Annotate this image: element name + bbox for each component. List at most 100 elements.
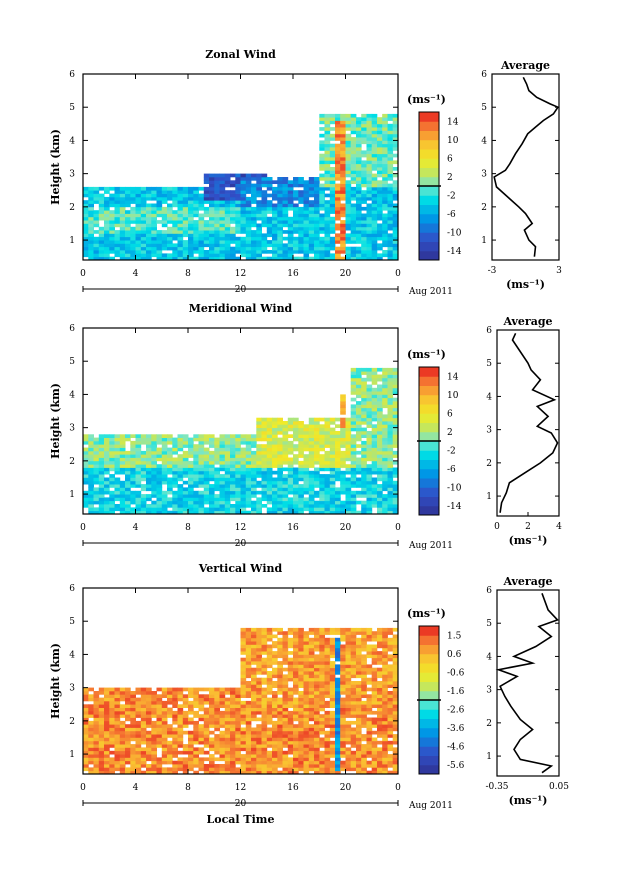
heatmap-cell: [303, 440, 310, 445]
heatmap-cell: [366, 504, 373, 508]
heatmap-cell: [308, 437, 315, 442]
heatmap-cell: [193, 240, 199, 244]
heatmap-cell: [251, 454, 257, 458]
heatmap-cell: [366, 167, 373, 171]
heatmap-cell: [240, 177, 247, 181]
heatmap-cell: [240, 651, 247, 655]
heatmap-cell: [109, 497, 115, 502]
heatmap-cell: [387, 256, 394, 261]
heatmap-cell: [350, 253, 357, 258]
heatmap-cell: [266, 477, 273, 482]
heatmap-cell: [387, 391, 394, 395]
heatmap-cell: [371, 186, 378, 191]
heatmap-cell: [382, 213, 388, 218]
heatmap-cell: [340, 667, 346, 672]
heatmap-cell: [287, 657, 294, 662]
heatmap-cell: [350, 434, 357, 438]
heatmap-cell: [329, 226, 336, 231]
heatmap-cell: [282, 510, 289, 515]
heatmap-cell: [314, 460, 320, 465]
heatmap-cell: [230, 750, 236, 755]
heatmap-cell: [335, 770, 341, 775]
heatmap-cell: [114, 213, 121, 218]
heatmap-cell: [251, 213, 257, 218]
heatmap-cell: [135, 200, 142, 204]
heatmap-cell: [335, 631, 341, 635]
heatmap-cell: [230, 714, 236, 718]
heatmap-cell: [109, 223, 115, 228]
heatmap-cell: [161, 230, 168, 234]
heatmap-cell: [293, 216, 299, 221]
heatmap-cell: [135, 243, 142, 248]
heatmap-cell: [156, 744, 163, 748]
heatmap-cell: [224, 183, 231, 188]
heatmap-cell: [156, 190, 163, 194]
heatmap-cell: [156, 450, 163, 455]
heatmap-cell: [156, 474, 163, 478]
heatmap-cell: [151, 691, 157, 695]
heatmap-cell: [125, 487, 131, 492]
heatmap-cell: [161, 500, 168, 505]
heatmap-cell: [245, 694, 252, 698]
heatmap-cell: [140, 717, 147, 722]
heatmap-cell: [83, 193, 89, 198]
heatmap-cell: [146, 704, 152, 708]
heatmap-cell: [198, 490, 205, 495]
heatmap-cell: [167, 193, 173, 198]
heatmap-cell: [188, 494, 194, 498]
colorbar-segment: [419, 450, 439, 460]
heatmap-cell: [272, 767, 278, 772]
heatmap-cell: [361, 223, 367, 228]
heatmap-cell: [356, 664, 362, 669]
heatmap-cell: [256, 647, 262, 652]
heatmap-cell: [266, 684, 273, 688]
heatmap-cell: [319, 147, 325, 151]
heatmap-cell: [382, 450, 388, 455]
heatmap-cell: [314, 447, 320, 452]
heatmap-cell: [377, 133, 383, 138]
heatmap-cell: [272, 193, 278, 198]
heatmap-cell: [293, 710, 299, 715]
heatmap-cell: [114, 724, 121, 728]
heatmap-cell: [151, 700, 157, 705]
heatmap-cell: [345, 133, 352, 138]
heatmap-cell: [282, 767, 289, 772]
heatmap-cell: [356, 170, 362, 174]
heatmap-cell: [361, 404, 367, 409]
heatmap-cell: [140, 223, 147, 228]
heatmap-cell: [350, 634, 357, 639]
heatmap-cell: [245, 487, 252, 492]
heatmap-cell: [366, 157, 373, 161]
heatmap-cell: [151, 193, 157, 198]
heatmap-cell: [214, 447, 220, 452]
heatmap-cell: [209, 700, 215, 705]
heatmap-cell: [230, 213, 236, 218]
heatmap-cell: [340, 434, 346, 438]
heatmap-cell: [319, 193, 325, 198]
heatmap-cell: [146, 770, 152, 775]
heatmap-cell: [335, 497, 341, 502]
heatmap-cell: [161, 710, 168, 715]
heatmap-cell: [387, 397, 394, 402]
heatmap-cell: [140, 750, 147, 755]
heatmap-cell: [251, 740, 257, 745]
heatmap-cell: [266, 460, 273, 465]
heatmap-cell: [224, 497, 231, 502]
heatmap-cell: [387, 157, 394, 161]
heatmap-cell: [392, 371, 399, 375]
x-tick-label: 20: [340, 523, 352, 533]
heatmap-cell: [198, 730, 205, 735]
heatmap-cell: [324, 177, 331, 181]
heatmap-cell: [261, 431, 268, 435]
heatmap-cell: [287, 180, 294, 184]
heatmap-cell: [361, 367, 367, 372]
heatmap-cell: [161, 256, 168, 261]
heatmap-cell: [377, 507, 383, 512]
heatmap-cell: [130, 750, 136, 755]
heatmap-cell: [119, 460, 126, 465]
heatmap-cell: [214, 770, 220, 775]
heatmap-cell: [319, 236, 325, 241]
heatmap-cell: [261, 631, 268, 635]
heatmap-cell: [371, 200, 378, 204]
heatmap-cell: [140, 707, 147, 712]
